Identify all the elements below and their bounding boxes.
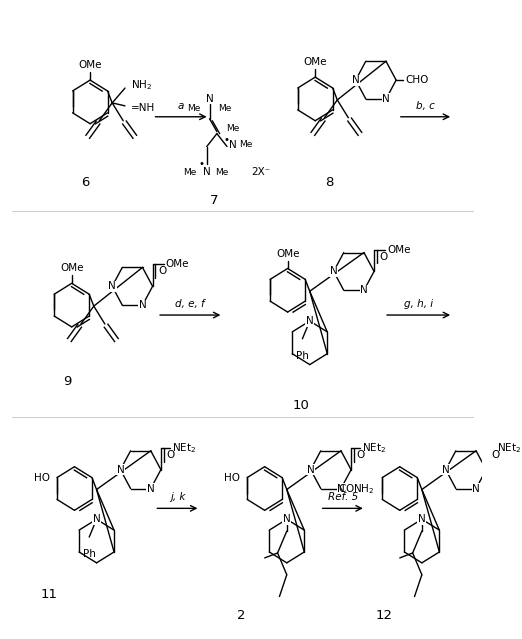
Text: 12: 12 bbox=[376, 610, 393, 622]
Text: N: N bbox=[382, 94, 390, 104]
Text: 2: 2 bbox=[238, 610, 246, 622]
Text: HO: HO bbox=[33, 473, 50, 482]
Text: Ph: Ph bbox=[83, 549, 96, 559]
Text: d, e, f: d, e, f bbox=[175, 299, 205, 309]
Text: N: N bbox=[203, 167, 211, 177]
Text: Ph: Ph bbox=[296, 351, 309, 361]
Text: NEt$_2$: NEt$_2$ bbox=[172, 441, 196, 455]
Text: Me: Me bbox=[215, 168, 228, 177]
Text: b, c: b, c bbox=[416, 101, 435, 111]
Text: OMe: OMe bbox=[387, 245, 410, 254]
Text: N: N bbox=[337, 484, 345, 493]
Text: Me: Me bbox=[187, 104, 200, 113]
Text: N: N bbox=[93, 514, 100, 524]
Text: NEt$_2$: NEt$_2$ bbox=[362, 441, 386, 455]
Text: N: N bbox=[330, 266, 338, 277]
Text: OMe: OMe bbox=[303, 58, 327, 67]
Text: O: O bbox=[379, 252, 388, 261]
Text: 11: 11 bbox=[40, 588, 57, 601]
Text: 8: 8 bbox=[325, 176, 333, 189]
Text: Me: Me bbox=[184, 168, 197, 177]
Text: Me: Me bbox=[240, 140, 253, 149]
Text: N: N bbox=[306, 316, 314, 326]
Text: N: N bbox=[352, 75, 360, 85]
Text: N: N bbox=[307, 465, 315, 475]
Text: O: O bbox=[167, 450, 175, 460]
Text: N: N bbox=[283, 514, 291, 524]
Text: N: N bbox=[229, 139, 236, 150]
Text: N: N bbox=[442, 465, 449, 475]
Text: Me: Me bbox=[226, 124, 239, 133]
Text: HO: HO bbox=[224, 473, 240, 482]
Text: j, k: j, k bbox=[170, 493, 185, 502]
Text: OMe: OMe bbox=[60, 263, 84, 273]
Text: 10: 10 bbox=[293, 399, 310, 412]
Text: Ref. 5: Ref. 5 bbox=[328, 493, 358, 502]
Text: N: N bbox=[116, 465, 124, 475]
Text: N: N bbox=[108, 281, 116, 291]
Text: 6: 6 bbox=[81, 176, 90, 189]
Text: 2X⁻: 2X⁻ bbox=[251, 167, 270, 177]
Text: •: • bbox=[224, 135, 230, 144]
Text: 9: 9 bbox=[63, 374, 72, 387]
Text: CONH$_2$: CONH$_2$ bbox=[338, 482, 375, 497]
Text: a: a bbox=[178, 101, 184, 111]
Text: N: N bbox=[139, 300, 146, 310]
Text: N: N bbox=[206, 94, 213, 104]
Text: N: N bbox=[472, 484, 480, 493]
Text: •: • bbox=[198, 159, 204, 169]
Text: OMe: OMe bbox=[165, 259, 189, 270]
Text: OMe: OMe bbox=[276, 249, 300, 259]
Text: O: O bbox=[492, 450, 500, 460]
Text: O: O bbox=[357, 450, 365, 460]
Text: O: O bbox=[158, 266, 167, 277]
Text: NH$_2$: NH$_2$ bbox=[130, 78, 152, 92]
Text: N: N bbox=[418, 514, 426, 524]
Text: Me: Me bbox=[219, 104, 232, 113]
Text: CHO: CHO bbox=[405, 75, 429, 85]
Text: =NH: =NH bbox=[130, 103, 155, 113]
Text: g, h, i: g, h, i bbox=[404, 299, 433, 309]
Text: NEt$_2$: NEt$_2$ bbox=[497, 441, 521, 455]
Text: N: N bbox=[360, 285, 368, 295]
Text: 7: 7 bbox=[210, 194, 218, 207]
Text: N: N bbox=[147, 484, 155, 493]
Text: OMe: OMe bbox=[78, 60, 102, 70]
